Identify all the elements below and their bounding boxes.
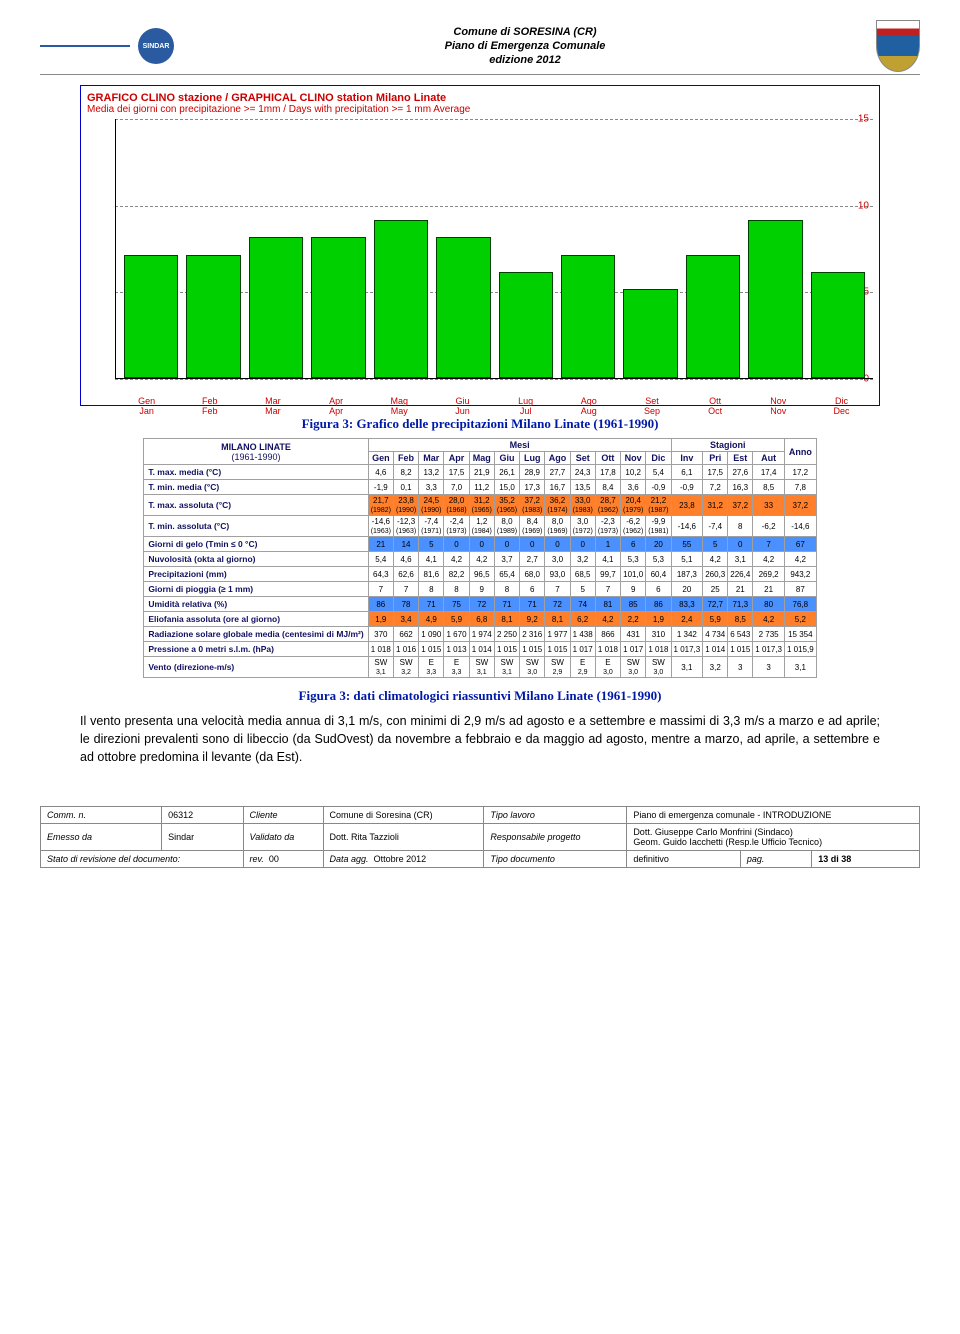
footer-data: Data agg. Ottobre 2012 [323, 851, 484, 868]
bar-oct [686, 255, 740, 378]
footer-cliente-k: Cliente [243, 807, 323, 824]
footer-em-k: Emesso da [41, 824, 162, 851]
footer-table: Comm. n. 06312 Cliente Comune di Soresin… [40, 806, 920, 868]
header-title-block: Comune di SORESINA (CR) Piano di Emergen… [445, 25, 606, 68]
bar-may [374, 220, 428, 378]
footer-comm-k: Comm. n. [41, 807, 162, 824]
footer-resp-v: Dott. Giuseppe Carlo Monfrini (Sindaco) … [627, 824, 920, 851]
footer-cliente-v: Comune di Soresina (CR) [323, 807, 484, 824]
bar-aug [561, 255, 615, 378]
footer-resp-k: Responsabile progetto [484, 824, 627, 851]
xlabel-aug: AgoAug [557, 397, 620, 417]
footer-val-k: Validato da [243, 824, 323, 851]
footer-pag-k: pag. [740, 851, 811, 868]
footer-tipo-k: Tipo lavoro [484, 807, 627, 824]
xlabel-sep: SetSep [620, 397, 683, 417]
sindar-logo: SINDAR [138, 28, 174, 64]
bar-feb [186, 255, 240, 378]
xlabel-nov: NovNov [747, 397, 810, 417]
bar-apr [311, 237, 365, 378]
footer-td-k: Tipo documento [484, 851, 627, 868]
bar-nov [748, 220, 802, 378]
precip-chart: GRAFICO CLINO stazione / GRAPHICAL CLINO… [80, 85, 880, 406]
footer-rev: rev. 00 [243, 851, 323, 868]
header-rule [40, 45, 130, 47]
climate-table: MILANO LINATE(1961-1990)MesiStagioniAnno… [143, 438, 816, 678]
xlabel-jul: LugJul [494, 397, 557, 417]
xlabel-jun: GiuJun [431, 397, 494, 417]
xlabel-oct: OttOct [684, 397, 747, 417]
chart-title: GRAFICO CLINO stazione / GRAPHICAL CLINO… [87, 92, 873, 104]
header-line3: edizione 2012 [445, 53, 606, 67]
bar-sep [623, 289, 677, 378]
climate-table-wrap: MILANO LINATE(1961-1990)MesiStagioniAnno… [60, 438, 900, 678]
footer-stato-k: Stato di revisione del documento: [41, 851, 244, 868]
figure-caption-1: Figura 3: Grafico delle precipitazioni M… [40, 416, 920, 432]
header-line1: Comune di SORESINA (CR) [445, 25, 606, 39]
header-line2: Piano di Emergenza Comunale [445, 39, 606, 53]
municipal-crest-icon [876, 20, 920, 72]
footer-em-v: Sindar [162, 824, 243, 851]
bar-jul [499, 272, 553, 378]
bar-jun [436, 237, 490, 378]
xlabel-feb: FebFeb [178, 397, 241, 417]
footer-pag-v: 13 di 38 [812, 851, 920, 868]
xlabel-mar: MarMar [241, 397, 304, 417]
footer-block: Comm. n. 06312 Cliente Comune di Soresin… [40, 806, 920, 868]
footer-val-v: Dott. Rita Tazzioli [323, 824, 484, 851]
figure-caption-2: Figura 3: dati climatologici riassuntivi… [40, 688, 920, 704]
bar-dec [811, 272, 865, 378]
bar-mar [249, 237, 303, 378]
page-header: SINDAR Comune di SORESINA (CR) Piano di … [40, 20, 920, 75]
xlabel-apr: AprApr [305, 397, 368, 417]
xlabel-dec: DicDec [810, 397, 873, 417]
footer-comm-v: 06312 [162, 807, 243, 824]
xlabel-may: MagMay [368, 397, 431, 417]
footer-tipo-v: Piano di emergenza comunale - INTRODUZIO… [627, 807, 920, 824]
xlabel-jan: GenJan [115, 397, 178, 417]
chart-subtitle: Media dei giorni con precipitazione >= 1… [87, 104, 873, 115]
footer-td-v: definitivo [627, 851, 741, 868]
body-paragraph: Il vento presenta una velocità media ann… [80, 712, 880, 766]
bar-jan [124, 255, 178, 378]
